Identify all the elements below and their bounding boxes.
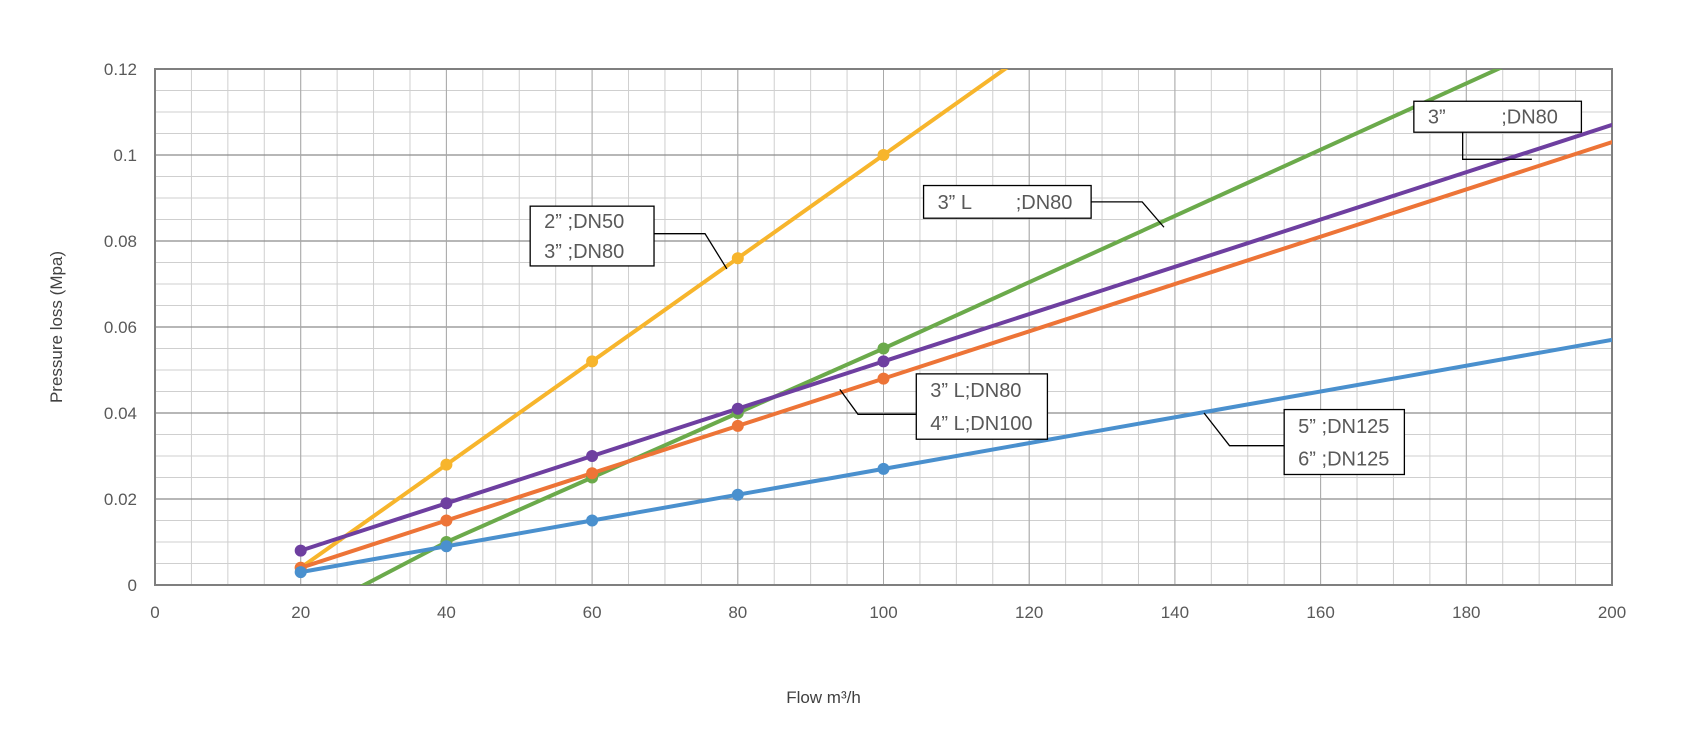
data-point (731, 402, 744, 415)
x-axis-label: Flow m³/h (786, 688, 861, 707)
data-point (586, 514, 599, 527)
y-tick-label: 0 (128, 576, 137, 595)
y-axis-label: Pressure loss (Mpa) (47, 251, 66, 403)
x-tick-label: 100 (869, 603, 897, 622)
annotation-leader-line (1203, 412, 1285, 447)
annotation-box (915, 373, 1049, 440)
series-markers (294, 149, 890, 579)
data-point (586, 467, 599, 480)
y-tick-label: 0.08 (104, 232, 137, 251)
data-point (731, 252, 744, 265)
data-point (294, 544, 307, 557)
data-point (877, 462, 890, 475)
data-point (731, 419, 744, 432)
data-point (440, 540, 453, 553)
data-point (294, 566, 307, 579)
annotation-label: 3” ;DN80 (544, 241, 624, 263)
y-tick-label: 0.1 (113, 146, 137, 165)
series-line-3 (298, 140, 1612, 570)
annotation-0: 2” ;DN50 3” ;DN80 (529, 205, 728, 270)
data-point (440, 458, 453, 471)
data-point (586, 450, 599, 462)
data-point (586, 355, 599, 368)
annotation-1: 3” L ;DN80 (922, 184, 1165, 228)
data-point (877, 355, 890, 368)
series-line-4 (298, 337, 1612, 575)
annotation-callouts: 2” ;DN50 3” ;DN80 3” L ;DN80 3” ;DN80 3” L;D… (529, 100, 1583, 476)
annotation-box (529, 205, 655, 267)
x-tick-label: 20 (291, 603, 310, 622)
series-line-2 (298, 122, 1612, 553)
x-tick-label: 160 (1306, 603, 1334, 622)
annotation-label: 5” ;DN125 (1298, 416, 1389, 438)
annotation-leader-line (1091, 201, 1165, 228)
series-lines (298, 69, 1612, 585)
annotation-2: 3” ;DN80 (1413, 100, 1583, 160)
x-tick-label: 140 (1161, 603, 1189, 622)
annotation-label: 3” L;DN80 (930, 380, 1021, 402)
annotation-box (1413, 100, 1583, 133)
x-tick-label: 200 (1598, 603, 1626, 622)
x-tick-label: 60 (583, 603, 602, 622)
data-point (877, 342, 890, 355)
series-line-1 (359, 69, 1503, 585)
data-point (877, 149, 890, 161)
annotation-box (922, 184, 1092, 219)
annotation-4: 5” ;DN125 6” ;DN125 (1203, 408, 1406, 476)
y-tick-label: 0.06 (104, 318, 137, 337)
y-axis-tick-labels: 0 0.02 0.04 0.06 0.08 0.1 0.12 (104, 60, 137, 595)
annotation-leader-line (654, 233, 728, 270)
x-tick-label: 180 (1452, 603, 1480, 622)
x-tick-label: 0 (150, 603, 159, 622)
x-tick-label: 120 (1015, 603, 1043, 622)
series-line-0 (298, 69, 1009, 570)
annotation-label: 2” ;DN50 (544, 211, 624, 233)
annotation-leader-line (1462, 132, 1532, 160)
y-tick-label: 0.02 (104, 490, 137, 509)
y-tick-label: 0.04 (104, 404, 137, 423)
x-tick-label: 80 (728, 603, 747, 622)
annotation-label: 4” L;DN100 (930, 413, 1032, 435)
annotation-label: 3” L ;DN80 (938, 192, 1073, 214)
annotation-label: 3” ;DN80 (1428, 107, 1558, 129)
data-point (440, 497, 453, 510)
data-point (877, 372, 890, 385)
y-tick-label: 0.12 (104, 60, 137, 79)
annotation-label: 6” ;DN125 (1298, 448, 1389, 470)
data-point (731, 488, 744, 501)
x-tick-label: 40 (437, 603, 456, 622)
annotation-3: 3” L;DN80 4” L;DN100 (839, 373, 1049, 440)
x-axis-tick-labels: 0 20 40 60 80 100 120 140 160 180 200 (150, 603, 1626, 622)
data-point (440, 514, 453, 527)
annotation-box (1283, 408, 1406, 476)
plot-area-border (154, 68, 1613, 586)
annotation-leader-line (839, 388, 917, 415)
